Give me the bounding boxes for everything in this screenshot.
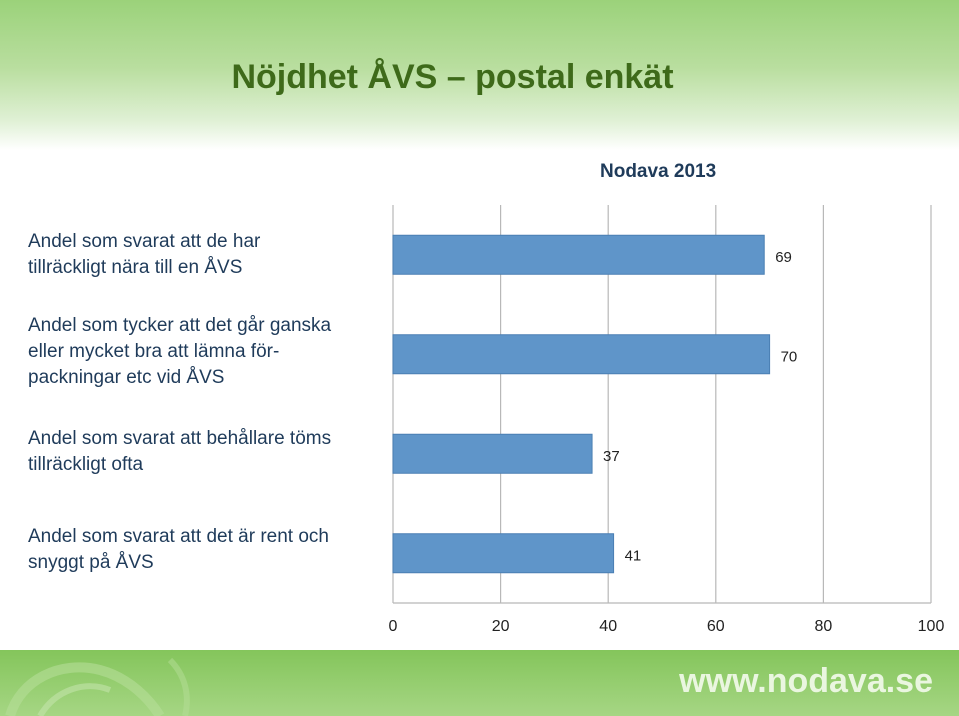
x-tick-label: 20 xyxy=(492,618,510,635)
bar xyxy=(392,433,593,474)
category-label-3: Andel som svarat att behållare töms till… xyxy=(28,428,332,475)
website-url: www.nodava.se xyxy=(679,662,933,700)
x-tick-label: 40 xyxy=(599,618,617,635)
footer-band: www.nodava.se xyxy=(0,650,959,716)
header-band xyxy=(0,0,959,150)
legend-series-label: Nodava 2013 xyxy=(600,161,717,182)
bar xyxy=(392,533,615,574)
x-tick-label: 80 xyxy=(815,618,833,635)
x-tick-label: 100 xyxy=(918,618,945,635)
data-label: 41 xyxy=(625,547,642,564)
data-label: 69 xyxy=(775,249,792,266)
category-label-4: Andel som svarat att det är rent och sny… xyxy=(28,526,329,573)
category-label-1: Andel som svarat att de har tillräckligt… xyxy=(28,231,261,278)
bar xyxy=(392,334,771,375)
data-label: 70 xyxy=(781,348,798,365)
x-tick-label: 60 xyxy=(707,618,725,635)
data-label: 37 xyxy=(603,448,620,465)
bar xyxy=(392,234,765,275)
x-tick-label: 0 xyxy=(389,618,398,635)
slide-title: Nöjdhet ÅVS – postal enkät xyxy=(231,58,674,96)
category-label-2: Andel som tycker att det går ganska elle… xyxy=(28,315,332,388)
footer-leaf-decoration xyxy=(5,657,190,716)
